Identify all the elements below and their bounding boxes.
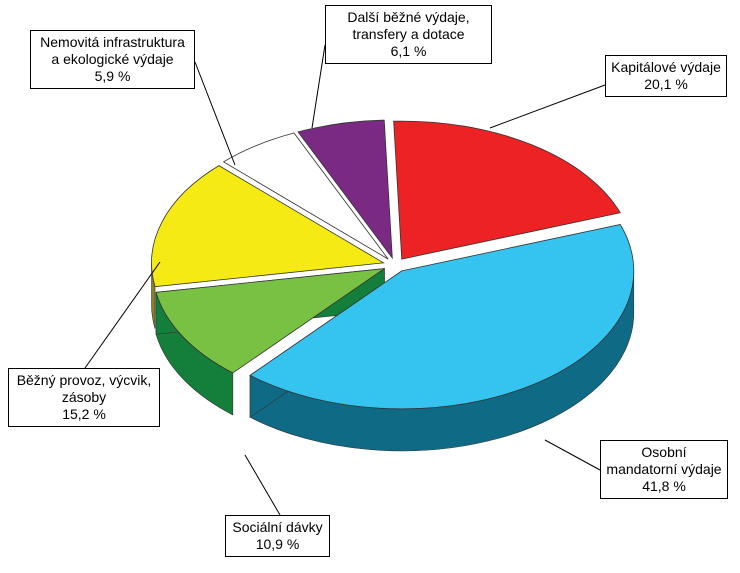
pie-slice <box>393 120 621 260</box>
leader-line <box>194 61 236 166</box>
leader-line <box>244 454 281 516</box>
label-box: Běžný provoz, výcvik, zásoby 15,2 % <box>8 368 160 427</box>
category-label: Další běžné výdaje, transfery a dotace <box>347 9 470 42</box>
label-box: Další běžné výdaje, transfery a dotace 6,… <box>325 5 492 64</box>
leader-line <box>311 44 326 129</box>
slices <box>151 119 635 452</box>
pie-slice <box>222 132 389 260</box>
pie-slice <box>249 224 635 410</box>
label-box: Sociální dávky 10,9 % <box>225 515 330 557</box>
label-box: Nemovitá infrastruktura a ekologické výd… <box>30 30 195 89</box>
leader-line <box>84 261 161 369</box>
leader-line <box>544 439 601 471</box>
category-label: Běžný provoz, výcvik, zásoby <box>16 372 152 405</box>
value-label: 20,1 % <box>644 76 688 92</box>
value-label: 15,2 % <box>62 406 106 422</box>
pie-slice <box>297 119 393 260</box>
pie-slice <box>151 165 385 288</box>
value-label: 41,8 % <box>642 478 686 494</box>
category-label: Osobní mandatorní výdaje <box>606 444 722 477</box>
category-label: Sociální dávky <box>232 519 323 535</box>
value-label: 6,1 % <box>390 43 427 59</box>
value-label: 5,9 % <box>94 68 131 84</box>
label-box: Kapitálové výdaje 20,1 % <box>605 55 727 97</box>
label-box: Osobní mandatorní výdaje 41,8 % <box>600 440 728 499</box>
value-label: 10,9 % <box>255 536 300 552</box>
category-label: Kapitálové výdaje <box>611 59 721 75</box>
category-label: Nemovitá infrastruktura a ekologické výd… <box>40 34 185 67</box>
pie-slice <box>155 268 385 374</box>
leader-line <box>489 84 606 129</box>
